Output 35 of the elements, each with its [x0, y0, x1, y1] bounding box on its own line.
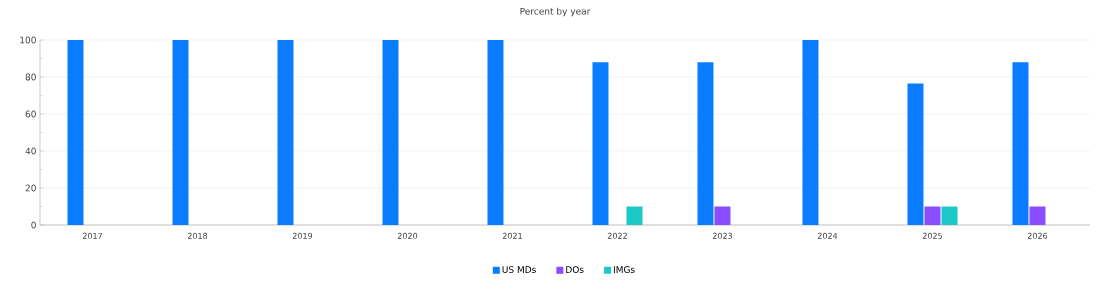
y-tick-label: 60 [25, 110, 36, 118]
bar [172, 40, 189, 225]
bar [1029, 206, 1046, 225]
bar [382, 40, 399, 225]
bar [907, 83, 924, 225]
bar [802, 40, 819, 225]
bar [697, 62, 714, 225]
x-tick-label: 2021 [502, 232, 522, 239]
x-tick-label: 2026 [1027, 232, 1048, 239]
y-tick-label: 40 [25, 147, 36, 155]
y-tick-label: 100 [20, 36, 36, 44]
bar [714, 206, 731, 225]
bar [277, 40, 294, 225]
x-tick-label: 2022 [607, 232, 627, 239]
x-tick-label: 2018 [187, 232, 208, 239]
bar [924, 206, 941, 225]
x-tick-label: 2017 [82, 232, 102, 239]
x-tick-label: 2024 [817, 232, 838, 239]
y-tick-label: 0 [31, 221, 36, 229]
chart-title: Percent by year [520, 7, 591, 17]
legend-label: IMGs [613, 266, 635, 273]
bar [487, 40, 504, 225]
bar [941, 206, 958, 225]
bar [626, 206, 643, 225]
legend-label: DOs [566, 266, 584, 273]
bar [67, 40, 84, 225]
legend-label: US MDs [502, 266, 536, 273]
x-tick-label: 2020 [397, 232, 418, 239]
bar [1012, 62, 1029, 225]
y-tick-label: 20 [25, 184, 36, 192]
x-tick-label: 2023 [712, 232, 733, 239]
x-tick-label: 2025 [922, 232, 942, 239]
y-tick-label: 80 [25, 73, 36, 81]
x-tick-label: 2019 [292, 232, 313, 239]
bar [592, 62, 609, 225]
